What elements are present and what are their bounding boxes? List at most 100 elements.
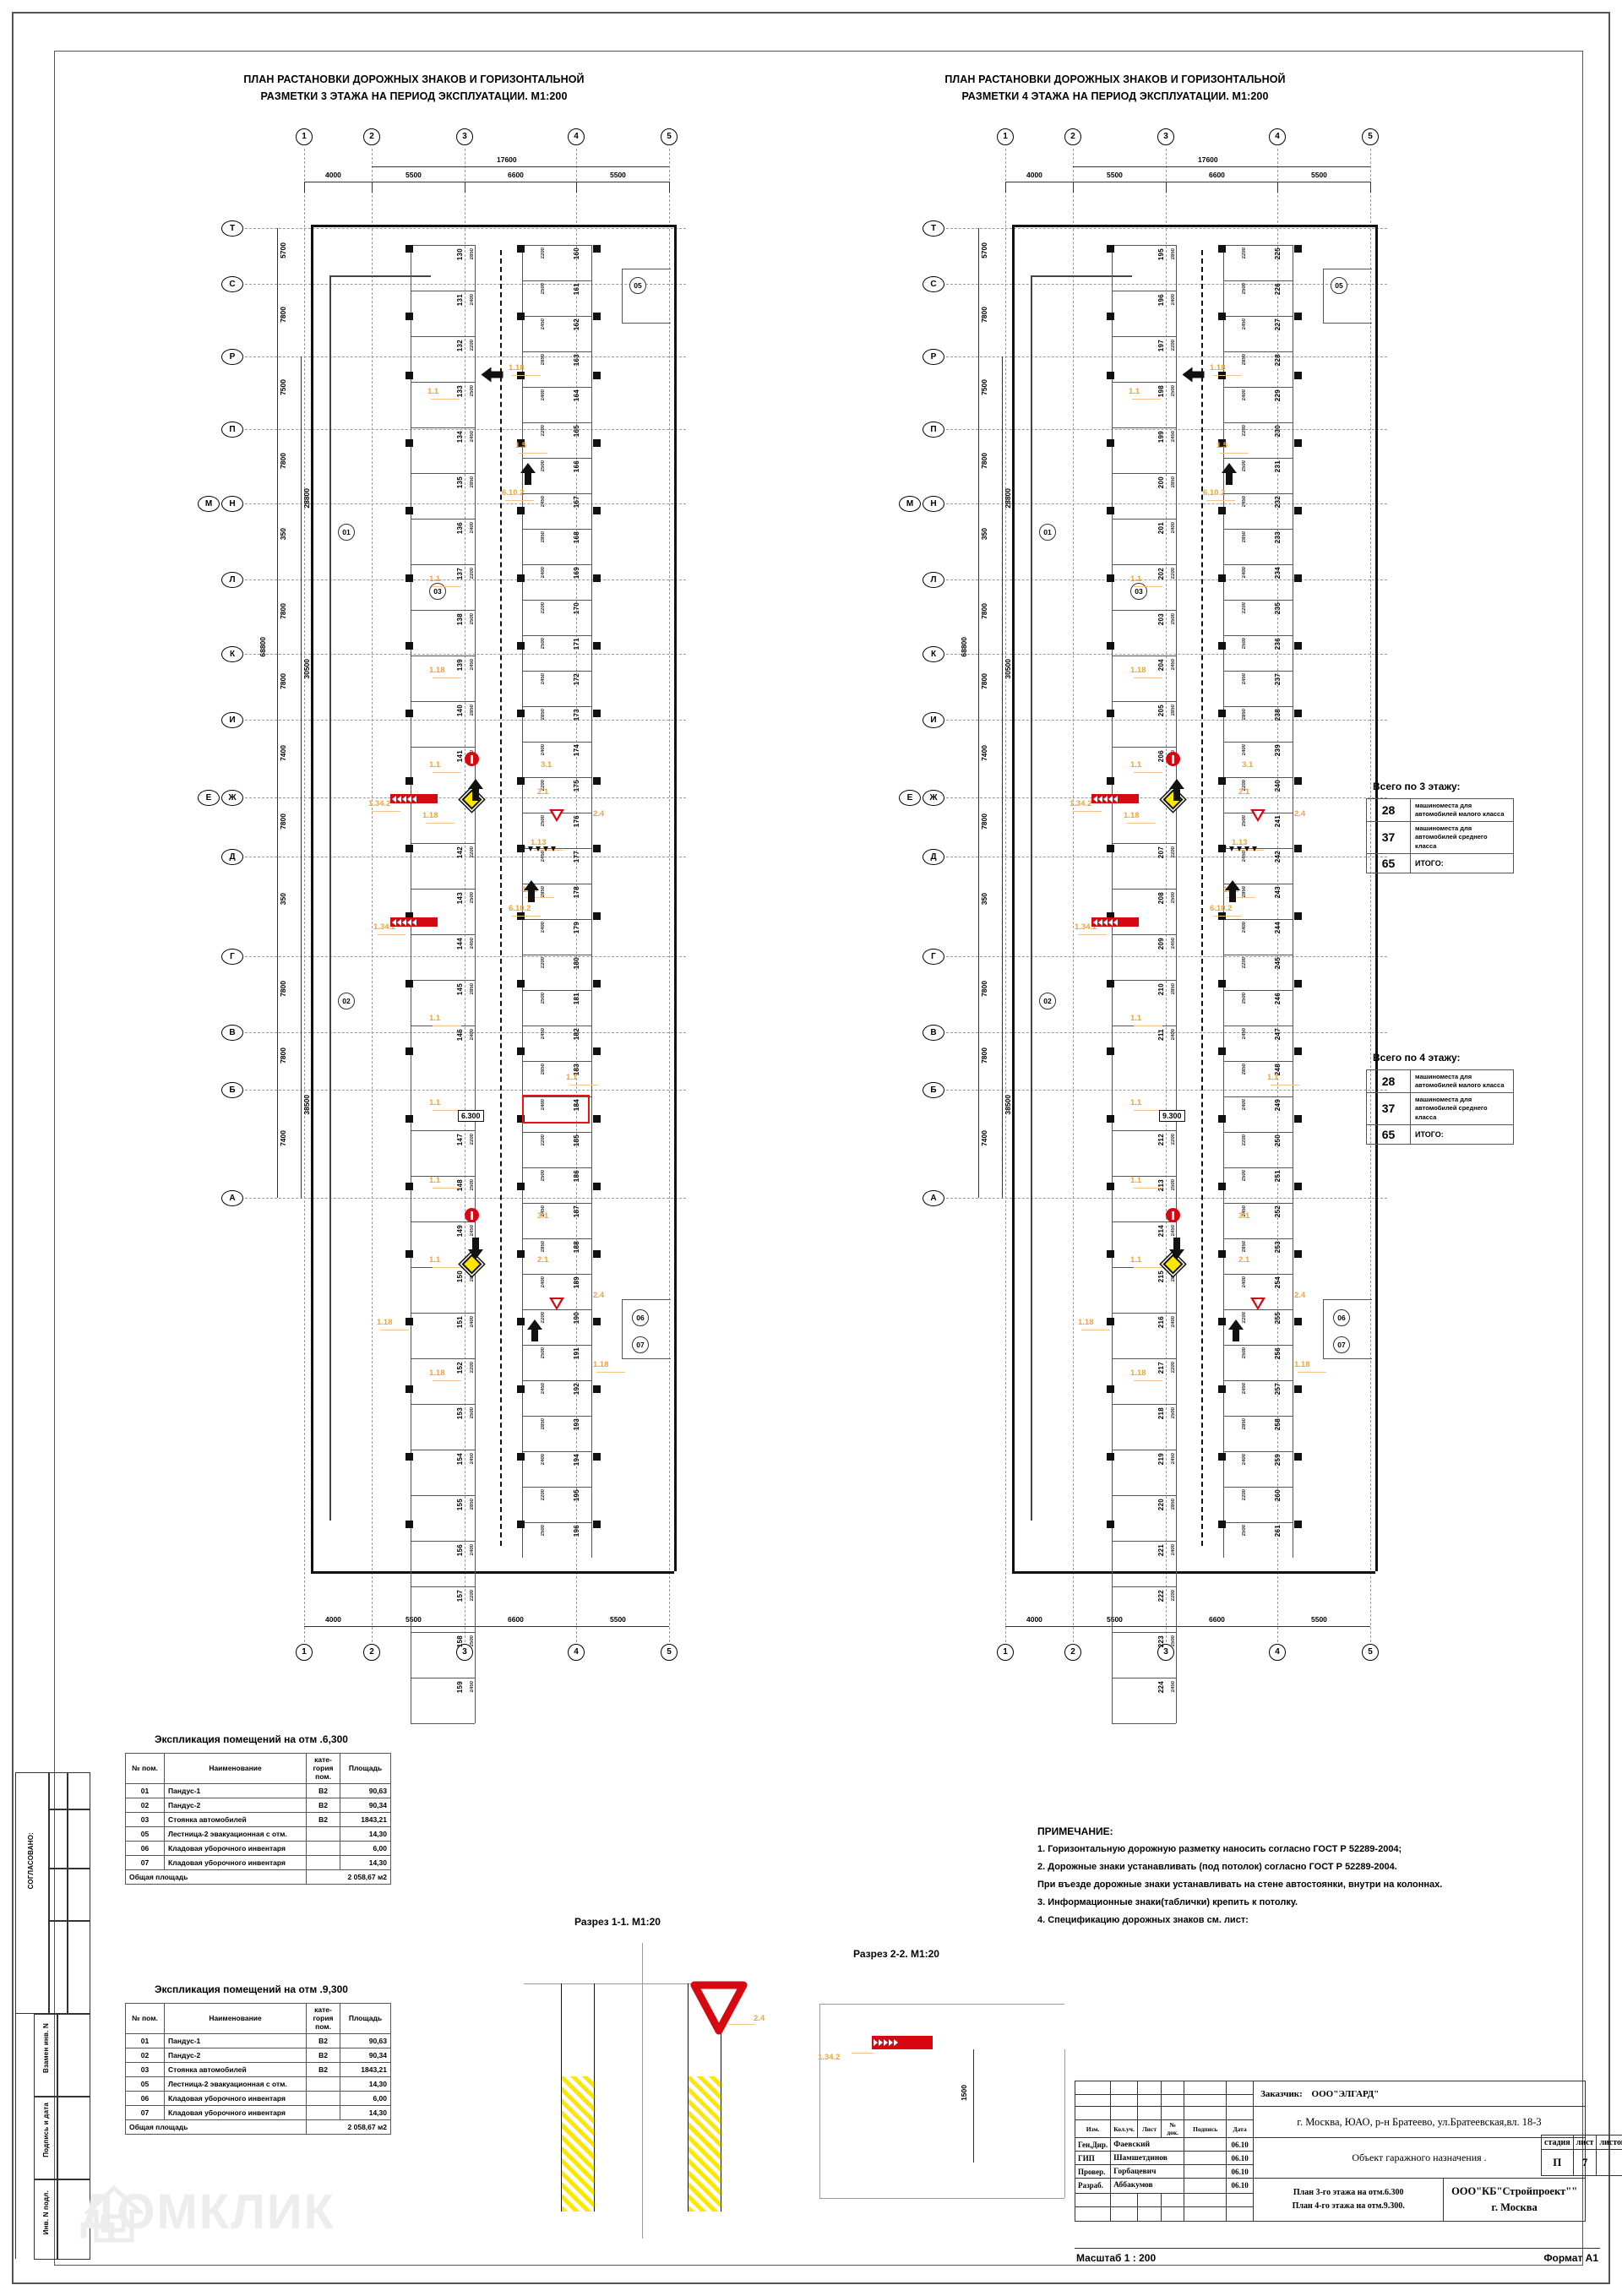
note-item-2: 2. Дорожные знаки устанавливать (под пот… [1037,1862,1397,1872]
section-2-drawing: 1.34.2 1500 [811,1968,1090,2222]
dim-left-2: 7500 [279,379,287,395]
dim-tick-top [1166,182,1167,193]
stall-divider [1112,1313,1176,1314]
cell-num: 03 [125,2062,165,2078]
stall-divider [411,1586,475,1587]
stall-number: 186 [573,1170,580,1183]
stall-number: 235 [1274,602,1282,615]
chevron [879,2039,883,2046]
summary-label: машиноместа для автомобилей малого класс… [1410,797,1514,823]
stall-dimension: 2850 [541,1241,546,1253]
plan-title-floor4: ПЛАН РАСТАНОВКИ ДОРОЖНЫХ ЗНАКОВ И ГОРИЗО… [862,71,1369,105]
marking-leader [1127,823,1156,824]
stall-divider [411,382,475,383]
stall-dimension: 2400 [1242,1454,1247,1466]
col-header-area: Площадь [340,1752,391,1785]
structural-column [1107,1250,1114,1258]
marking-label: 1.1 [1129,387,1140,396]
stall-number: 168 [573,531,580,544]
title-block-table: Заказчик: ООО"ЭЛГАРД" г. Москва, ЮАО, р-… [1074,2081,1622,2222]
structural-column [517,245,525,253]
titleblock-bottom-rule [1075,2248,1600,2249]
cell-area: 90,34 [340,1798,391,1814]
address-cell: г. Москва, ЮАО, р-н Братеево, ул.Братеев… [1253,2106,1586,2138]
gridline-row-Б [946,1090,1387,1091]
stall-divider [1223,1487,1293,1488]
marking-label: 1.18 [422,811,438,820]
stall-dimension: 2500 [1242,1525,1247,1537]
explication-title-1: Экспликация помещений на отм .6,300 [155,1733,348,1745]
stall-number: 177 [573,851,580,863]
stall-divider [411,980,475,981]
chevron [1093,795,1097,803]
stall-number: 190 [573,1312,580,1325]
stall-divider [1112,980,1176,981]
structural-column [517,777,525,785]
stall-number: 210 [1157,983,1165,996]
dim-tick-top [1277,182,1278,193]
table-row: 05 Лестница-2 эвакуационная с отм. 14,30 [125,1826,391,1842]
give-way-triangles-icon [520,846,556,851]
axis-bubble-left-В: В [221,1025,243,1041]
room-tag-ramp-01: 01 [1039,524,1056,541]
structural-column [406,912,413,920]
stall-divider [522,458,591,459]
stall-divider [1112,1404,1176,1405]
aisle-centerline [500,250,502,1546]
gridline-row-К [245,654,686,655]
structural-column [517,980,525,987]
note-item-3: 3. Информационные знаки(таблички) крепит… [1037,1897,1298,1907]
stall-divider [411,1130,475,1131]
stall-number: 149 [456,1225,464,1238]
structural-column [517,710,525,717]
structural-column [406,1047,413,1055]
axis-bubble-left-Н: Н [221,496,243,512]
chevron [397,918,401,926]
stamp-box [68,1869,90,1921]
stall-dimension: 2450 [1242,1383,1247,1395]
marking-label: 1.1 [1130,760,1142,770]
chevron [402,795,406,803]
dim-left-7: 7400 [980,745,988,761]
structural-column [517,1250,525,1258]
structural-column [1218,1183,1226,1190]
gridline-row-К [946,654,1387,655]
drive-aisle-wall-left [329,275,331,1521]
stall-divider [1112,934,1176,935]
note-item-4: 4. Спецификацию дорожных знаков см. лист… [1037,1915,1249,1925]
dim-bottom-0: 4000 [1026,1615,1042,1624]
marking-label: 1.18 [1294,1360,1310,1369]
cell-name: Кладовая уборочного инвентаря [164,1855,307,1871]
building-wall-right [1375,225,1378,1571]
stall-divider [1223,777,1293,778]
sign-label-2-4: 2.4 [593,809,605,819]
stall-divider [1223,1416,1293,1417]
stall-divider [411,1404,475,1405]
dim-bottom-2: 6600 [1209,1615,1225,1624]
marking-leader [525,897,554,898]
section-2-mark: 1.34.2 [818,2053,841,2062]
stall-divider [1223,848,1293,849]
summary-label: машиноместа для автомобилей среднего кла… [1410,1092,1514,1125]
explication-header-row: № пом. Наименование кате- гория пом. Пло… [125,2002,391,2035]
stall-dimension: 2200 [541,957,546,969]
structural-column [593,245,601,253]
structural-column [1294,642,1302,650]
stall-number: 134 [456,431,464,443]
structural-column [1294,1453,1302,1461]
stall-divider [411,427,475,428]
sign-label-2-1: 2.1 [537,787,549,797]
section-2-wall [819,2004,820,2198]
stamp-zamen-label: Взамен инв. N [42,2023,50,2074]
dim-group-line-2 [301,654,302,956]
axis-bubble-left-С: С [923,276,944,292]
stall-number: 197 [1157,340,1165,352]
axis-bubble-left-Б: Б [221,1082,243,1098]
dim-bottom-3: 5500 [1311,1615,1327,1624]
dim-left-7: 7400 [279,745,287,761]
stall-dimension: 2450 [1242,673,1247,685]
stall-dimension: 2500 [1242,638,1247,650]
dim-overall-top: 17600 [497,155,517,164]
stall-number: 192 [573,1383,580,1396]
structural-column [1294,777,1302,785]
